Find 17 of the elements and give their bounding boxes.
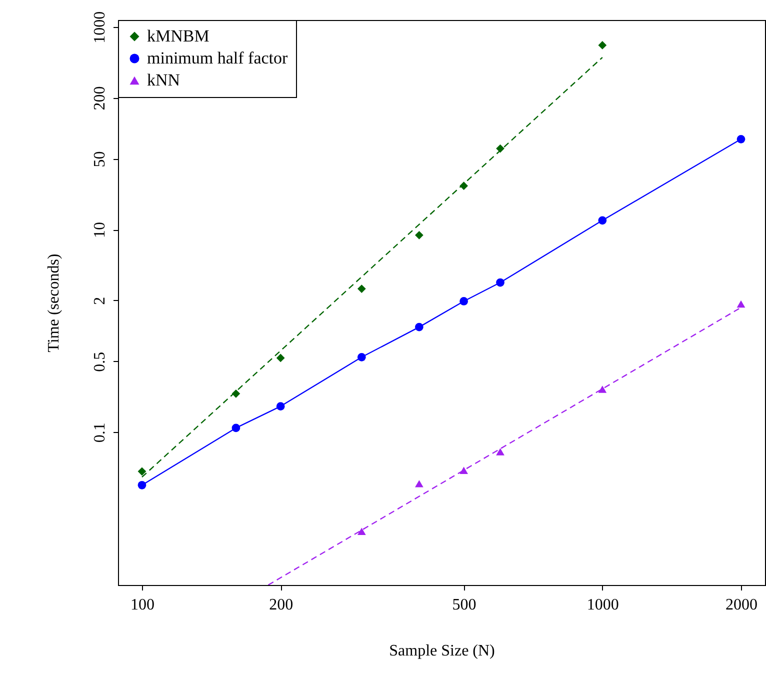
x-tick-label: 2000 bbox=[726, 596, 758, 614]
y-tick-label: 0.5 bbox=[92, 352, 108, 372]
x-tick-label: 100 bbox=[130, 596, 154, 614]
legend-label: minimum half factor bbox=[147, 48, 288, 68]
y-tick-label: 200 bbox=[92, 86, 108, 110]
x-tick-label: 1000 bbox=[586, 596, 619, 614]
y-tick-label: 10 bbox=[92, 222, 108, 238]
y-tick-label: 50 bbox=[92, 151, 108, 168]
x-tick-label: 500 bbox=[452, 596, 476, 614]
x-axis-title: Sample Size (N) bbox=[389, 642, 495, 660]
legend-label: kNN bbox=[147, 70, 180, 90]
y-axis-title: Time (seconds) bbox=[46, 254, 62, 352]
y-tick-label: 0.1 bbox=[92, 422, 108, 443]
x-tick-label: 200 bbox=[269, 596, 294, 614]
y-tick-label: 1000 bbox=[92, 11, 108, 44]
y-tick-label: 2 bbox=[92, 296, 108, 305]
legend-label: kMNBM bbox=[147, 26, 210, 46]
